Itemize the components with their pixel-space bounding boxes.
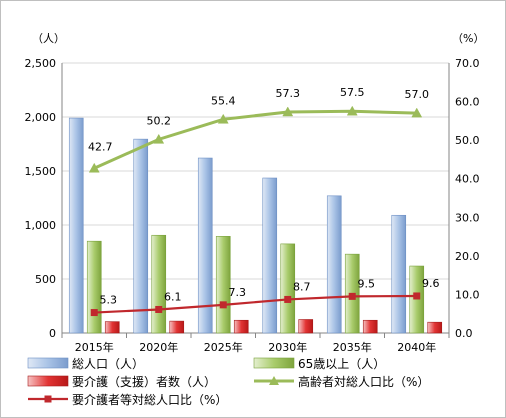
square-marker [348, 292, 356, 300]
bar-1-5 [326, 195, 342, 334]
square-marker [219, 301, 227, 309]
legend-triangle-marker [269, 376, 279, 385]
bar-1-3 [197, 157, 213, 334]
data-label: 8.7 [293, 280, 311, 293]
x-tick-label: 2030年 [268, 340, 307, 354]
data-label: 42.7 [88, 140, 113, 153]
bar-2-4 [280, 243, 296, 334]
triangle-marker [346, 105, 358, 116]
bar-1-2 [133, 138, 149, 334]
left-tick-label: 0 [49, 327, 56, 340]
bar-3-6 [427, 321, 443, 334]
data-labels: 42.7 50.2 55.4 57.3 57.5 57.0 5.3 6.1 7.3 8.7 9.5 9… [88, 86, 440, 306]
left-tick-label: 2,000 [25, 111, 57, 124]
right-tick-label: 50.0 [455, 134, 480, 147]
line-1 [93, 109, 417, 170]
data-label: 57.5 [340, 86, 365, 99]
bar-3-3 [233, 319, 249, 334]
bar-1-4 [262, 177, 278, 334]
left-tick-label: 1,500 [25, 165, 57, 178]
data-label: 50.2 [147, 114, 172, 127]
square-marker [284, 295, 292, 303]
triangle-marker [153, 133, 165, 144]
right-tick-label: 0.0 [455, 327, 473, 340]
legend-label: 要介護（支援）者数（人） [72, 374, 216, 389]
triangle-marker [411, 107, 423, 118]
left-axis-unit: （人） [32, 32, 65, 45]
right-axis-unit: （%） [452, 32, 484, 45]
bar-2-6 [409, 265, 425, 334]
right-tick-label: 20.0 [455, 250, 480, 263]
data-label: 57.0 [405, 88, 430, 101]
left-tick-label: 500 [35, 273, 56, 286]
axes: 0 500 1,000 1,500 2,000 2,500 0.0 10.0 20.0 30.0 4… [25, 57, 480, 354]
bar-3-1 [104, 321, 120, 334]
bar-3-5 [362, 319, 378, 334]
legend-label: 総人口（人） [72, 357, 144, 371]
bar-3-4 [298, 319, 314, 334]
square-marker [413, 292, 421, 300]
data-label: 7.3 [229, 286, 247, 299]
legend-label: 要介護者等対総人口比（%） [72, 392, 227, 407]
left-tick-label: 2,500 [25, 57, 57, 70]
legend: 総人口（人） 65歳以上（人） 要介護（支援）者数（人） 高齢者対総人口比（%） 要介護… [27, 357, 429, 407]
gridlines [62, 62, 449, 280]
legend-swatch [27, 357, 69, 369]
left-tick-label: 1,000 [25, 219, 57, 232]
x-tick-label: 2025年 [204, 340, 243, 354]
bar-2-2 [151, 234, 167, 334]
x-tick-label: 2035年 [333, 340, 372, 354]
right-tick-label: 10.0 [455, 288, 480, 301]
data-label: 9.6 [422, 277, 440, 290]
right-tick-label: 30.0 [455, 211, 480, 224]
right-tick-label: 40.0 [455, 173, 480, 186]
bar-3-2 [169, 320, 185, 334]
legend-swatch [253, 357, 295, 369]
legend-label: 65歳以上（人） [298, 357, 385, 371]
bar-1-1 [68, 117, 84, 334]
legend-square-marker [44, 395, 52, 403]
line-series [88, 105, 423, 317]
data-label: 55.4 [211, 94, 236, 107]
data-label: 5.3 [100, 294, 118, 307]
bar-series [68, 117, 443, 334]
legend-label: 高齢者対総人口比（%） [298, 374, 429, 389]
right-tick-label: 60.0 [455, 96, 480, 109]
bar-2-3 [215, 236, 231, 334]
square-marker [155, 305, 163, 313]
triangle-marker [282, 106, 294, 117]
line-2 [94, 294, 417, 314]
data-label: 57.3 [276, 87, 301, 100]
right-tick-label: 70.0 [455, 57, 480, 70]
x-tick-label: 2020年 [139, 340, 178, 354]
legend-swatch [27, 375, 69, 387]
square-marker [90, 309, 98, 317]
x-tick-label: 2040年 [397, 340, 436, 354]
bar-2-1 [86, 240, 102, 334]
data-label: 6.1 [164, 290, 182, 303]
bar-1-6 [391, 214, 407, 334]
data-label: 9.5 [358, 277, 376, 290]
triangle-marker [217, 113, 229, 124]
x-tick-label: 2015年 [75, 340, 114, 354]
triangle-marker [88, 162, 100, 173]
